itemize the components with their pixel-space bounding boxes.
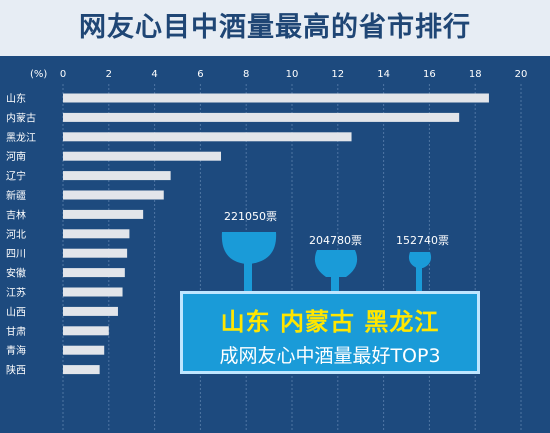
category-label: 黑龙江 (6, 131, 36, 144)
bar (63, 171, 171, 181)
vote-count-label: 204780票 (309, 234, 362, 247)
bars (63, 93, 489, 375)
wine-glass-icon (408, 252, 432, 292)
category-label: 新疆 (6, 189, 26, 202)
category-label: 青海 (6, 344, 26, 357)
x-axis-ticks: 0 2 4 6 8 10 12 14 16 18 20 (60, 69, 528, 80)
x-tick-label: 6 (197, 69, 203, 80)
bar (63, 132, 352, 142)
x-tick-label: 2 (106, 69, 112, 80)
bar (63, 93, 489, 103)
bar (63, 209, 144, 219)
bar (63, 326, 109, 336)
category-label: 河北 (6, 229, 26, 241)
category-label: 四川 (6, 249, 26, 260)
top3-callout: 山东 内蒙古 黑龙江 成网友心中酒量最好TOP3 (180, 291, 480, 374)
x-tick-label: 4 (151, 69, 157, 80)
bar (63, 268, 125, 278)
x-tick-label: 14 (377, 69, 390, 80)
x-tick-label: 0 (60, 69, 66, 80)
bar (63, 190, 164, 200)
category-label: 陕西 (6, 364, 26, 377)
category-label: 甘肃 (6, 325, 26, 338)
category-label: 江苏 (6, 286, 26, 299)
category-label: 吉林 (6, 208, 26, 221)
bar (63, 365, 100, 375)
wine-glass-icon (314, 250, 358, 292)
bar (63, 345, 105, 355)
category-label: 河南 (6, 150, 26, 163)
x-tick-label: 8 (243, 69, 249, 80)
bar (63, 112, 460, 122)
top3-provinces: 山东 内蒙古 黑龙江 (220, 308, 440, 336)
bar (63, 248, 128, 258)
vote-count-label: 152740票 (396, 234, 449, 247)
x-tick-label: 10 (286, 69, 299, 80)
x-tick-label: 12 (331, 69, 344, 80)
bar (63, 306, 118, 316)
bar (63, 229, 130, 239)
bar (63, 287, 123, 297)
category-label: 内蒙古 (6, 111, 36, 124)
category-label: 山东 (6, 92, 26, 105)
x-tick-label: 18 (469, 69, 482, 80)
bar (63, 151, 222, 161)
page-title: 网友心目中酒量最高的省市排行 (79, 12, 471, 43)
wine-glass-icons (221, 232, 432, 292)
top3-subtitle: 成网友心中酒量最好TOP3 (219, 345, 441, 367)
x-tick-label: 20 (515, 69, 528, 80)
category-label: 辽宁 (6, 170, 26, 183)
x-tick-label: 16 (423, 69, 436, 80)
title-bar (0, 0, 550, 56)
wine-glass-icon (221, 232, 277, 292)
unit-label: (%) (30, 69, 47, 80)
category-label: 山西 (6, 306, 26, 318)
vote-count-label: 221050票 (224, 210, 277, 223)
category-label: 安徽 (6, 267, 26, 280)
